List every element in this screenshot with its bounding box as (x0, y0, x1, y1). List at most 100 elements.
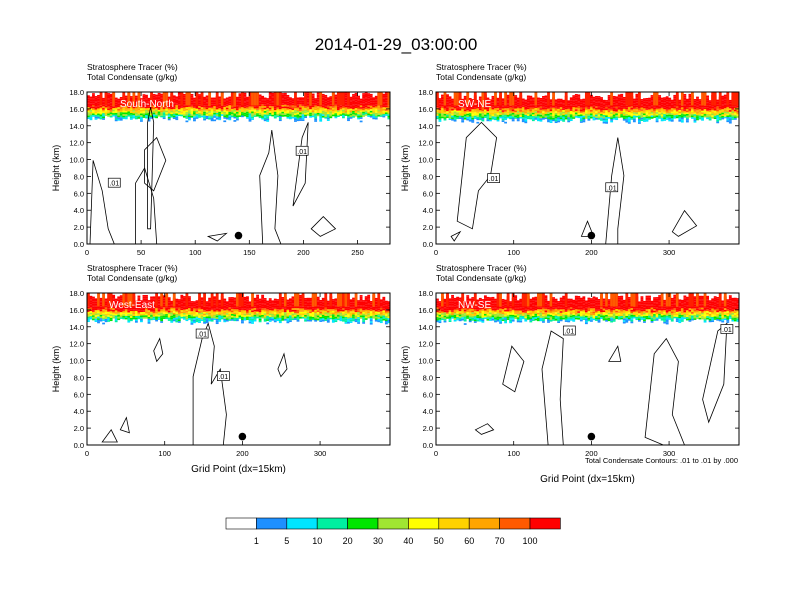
tracer-cell (213, 304, 217, 307)
tracer-cell (708, 112, 712, 114)
tracer-cell (547, 92, 550, 106)
tracer-cell (233, 307, 237, 310)
tracer-cell (251, 312, 254, 314)
tracer-cell (188, 318, 191, 320)
tracer-cell (157, 304, 161, 307)
tracer-cell (554, 112, 558, 115)
tracer-cell (728, 101, 732, 104)
tracer-cell (117, 308, 121, 310)
tracer-cell (693, 115, 697, 118)
tracer-cell (319, 311, 323, 314)
tracer-cell (339, 110, 343, 113)
tracer-cell (140, 111, 143, 114)
tracer-cell (218, 320, 222, 322)
tracer-cell (208, 307, 212, 310)
tracer-cell (625, 110, 629, 113)
tracer-cell (362, 103, 366, 105)
tracer-cell (494, 104, 497, 107)
tracer-cell (134, 312, 138, 315)
tracer-cell (258, 298, 262, 301)
tracer-cell (205, 102, 209, 104)
tracer-cell (602, 104, 606, 107)
tracer-cell (261, 316, 265, 319)
tracer-cell (235, 113, 239, 116)
tracer-cell (243, 305, 247, 307)
tracer-cell (223, 301, 227, 304)
tracer-cell (225, 100, 229, 103)
tracer-cell (256, 304, 259, 307)
tracer-cell (233, 305, 237, 308)
tracer-cell (539, 101, 543, 104)
tracer-cell (731, 116, 735, 119)
tracer-cell (334, 114, 338, 117)
tracer-cell (319, 113, 323, 115)
tracer-cell (160, 309, 164, 312)
tracer-cell (185, 107, 189, 109)
tracer-cell (102, 305, 105, 308)
tracer-cell (291, 106, 295, 109)
tracer-cell (678, 99, 682, 102)
tracer-cell (152, 303, 156, 305)
tracer-cell (726, 108, 730, 111)
tracer-cell (92, 104, 95, 107)
tracer-cell (94, 101, 98, 103)
tracer-cell (129, 312, 133, 315)
tracer-cell (286, 116, 290, 119)
tracer-cell (177, 312, 181, 315)
tracer-cell (281, 109, 285, 112)
tracer-cell (342, 319, 345, 322)
tracer-cell (175, 111, 179, 114)
tracer-cell (324, 309, 328, 311)
tracer-cell (731, 118, 735, 120)
tracer-cell (612, 97, 616, 100)
tracer-cell (443, 117, 447, 119)
tracer-cell (107, 101, 111, 104)
tracer-cell (504, 104, 507, 107)
tracer-cell (590, 111, 593, 114)
tracer-cell (97, 293, 100, 307)
tracer-cell (109, 107, 113, 110)
tracer-cell (567, 115, 571, 118)
tracer-cell (258, 315, 262, 318)
tracer-cell (531, 114, 535, 117)
tracer-cell (124, 316, 128, 318)
tracer-cell (675, 116, 679, 119)
tracer-cell (213, 104, 217, 106)
tracer-cell (306, 113, 310, 116)
tracer-cell (235, 96, 239, 99)
tracer-cell (102, 322, 105, 325)
tracer-cell (205, 311, 209, 314)
tracer-cell (321, 306, 325, 308)
tracer-cell (218, 309, 222, 312)
tracer-cell (605, 122, 608, 124)
tracer-cell (728, 111, 732, 114)
tracer-cell (448, 101, 452, 104)
tracer-cell (597, 102, 601, 105)
tracer-cell (162, 317, 166, 319)
tracer-cell (577, 94, 581, 97)
tracer-cell (549, 104, 553, 107)
tracer-cell (107, 306, 111, 309)
tracer-cell (165, 310, 169, 313)
tracer-cell (524, 101, 528, 103)
tracer-cell (243, 101, 247, 103)
tracer-cell (567, 102, 571, 104)
tracer-cell (501, 101, 505, 104)
tracer-cell (567, 108, 571, 111)
tracer-cell (112, 308, 116, 311)
tracer-cell (453, 119, 457, 122)
tracer-cell (230, 115, 234, 118)
tracer-cell (451, 117, 454, 119)
tracer-cell (241, 314, 244, 317)
tracer-cell (263, 301, 267, 304)
tracer-cell (160, 112, 164, 114)
tracer-cell (175, 302, 179, 304)
tracer-cell (514, 115, 518, 118)
tracer-cell (625, 109, 629, 111)
tracer-cell (124, 317, 128, 320)
tracer-cell (526, 98, 530, 101)
tracer-cell (438, 120, 442, 122)
tracer-cell (587, 117, 591, 119)
tracer-cell (182, 296, 186, 298)
tracer-cell (334, 298, 338, 301)
